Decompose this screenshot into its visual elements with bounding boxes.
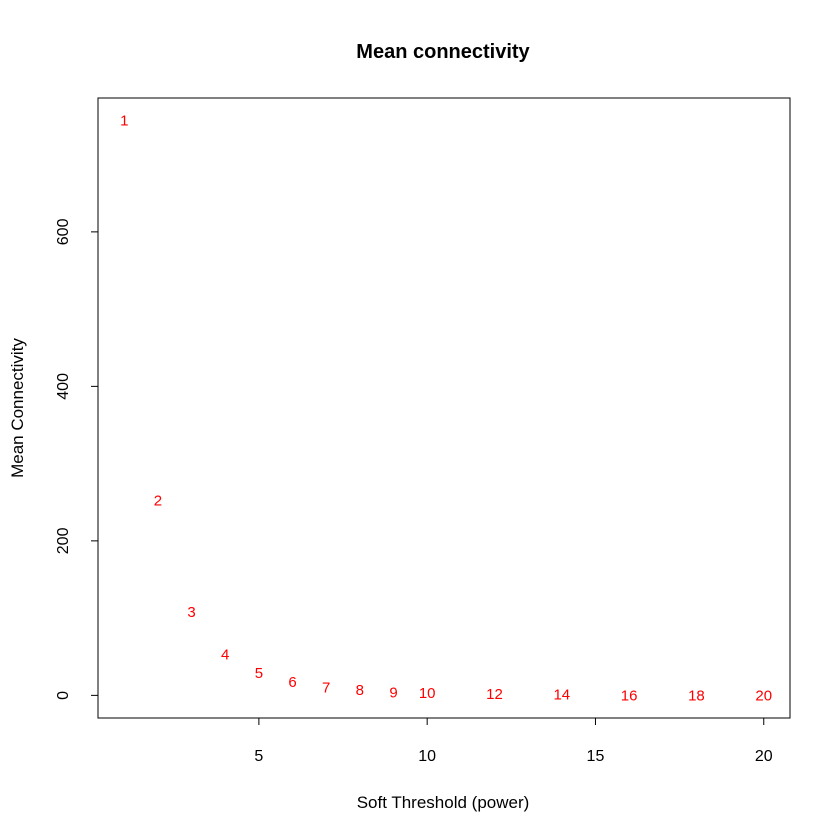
data-point-label: 2 [154,493,162,510]
data-point-label: 8 [356,682,364,699]
data-point-label: 3 [187,604,195,621]
data-point-label: 20 [755,687,772,704]
data-point-label: 10 [419,685,436,702]
x-tick-label: 10 [418,748,436,765]
y-tick-label: 0 [55,691,72,700]
y-axis: 0 200 400 600 [55,218,99,700]
x-axis: 5 10 15 20 [254,717,773,765]
y-tick-label: 600 [55,218,72,245]
x-tick-label: 20 [755,748,773,765]
y-tick-label: 400 [55,373,72,400]
y-axis-label: Mean Connectivity [8,338,27,478]
data-point-label: 1 [120,113,128,130]
plot-frame [97,97,791,719]
data-point-label: 18 [688,687,705,704]
chart-title: Mean connectivity [356,41,530,63]
data-point-label: 4 [221,646,229,663]
y-tick-label: 200 [55,527,72,554]
data-point-label: 16 [621,687,638,704]
data-point-label: 12 [486,686,503,703]
data-point-label: 7 [322,680,330,697]
data-point-label: 9 [389,684,397,701]
x-axis-label: Soft Threshold (power) [357,793,530,812]
data-point-label: 5 [255,665,263,682]
x-tick-label: 5 [254,748,263,765]
data-point-label: 14 [553,687,570,704]
x-tick-label: 15 [587,748,605,765]
data-point-label: 6 [288,674,296,691]
